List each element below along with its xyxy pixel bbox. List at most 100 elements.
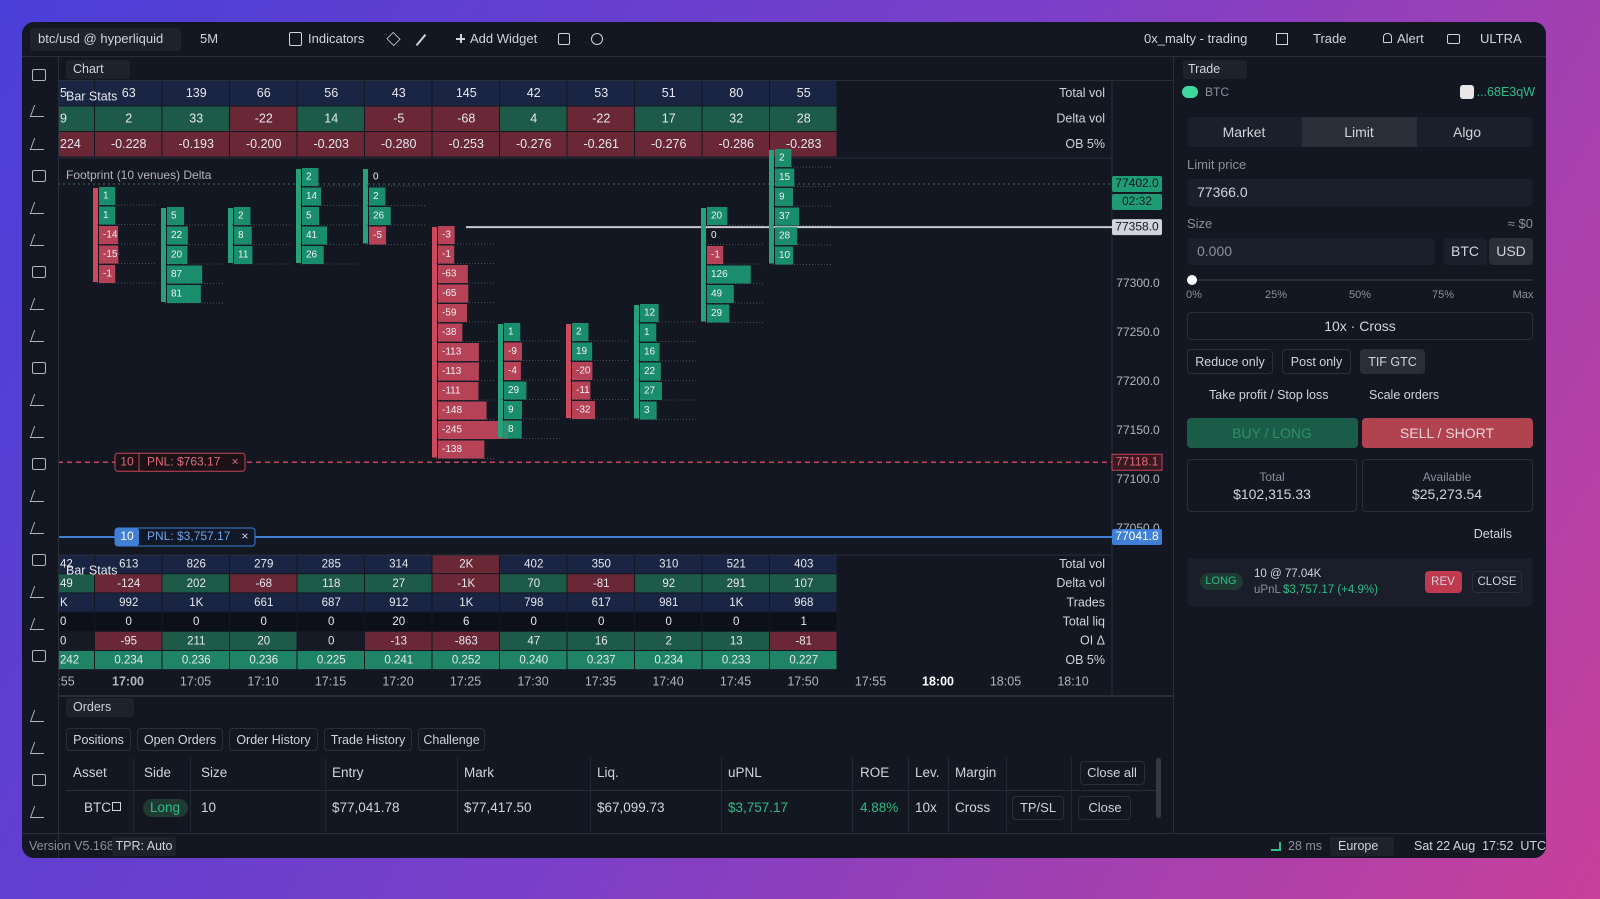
checklist-icon[interactable] xyxy=(558,33,570,45)
trade-menu[interactable]: Trade xyxy=(1313,31,1347,46)
close-chart[interactable] xyxy=(1150,61,1164,77)
orders-subtab-label[interactable]: Challenge xyxy=(423,733,480,747)
stat-value: 0.234 xyxy=(654,655,683,667)
close-label[interactable]: Close xyxy=(1088,800,1122,815)
order-tag-border xyxy=(1111,453,1163,471)
leverage[interactable]: 10x · Cross xyxy=(1324,318,1396,334)
footprint-delta: 2 xyxy=(779,153,785,164)
close-all-button[interactable] xyxy=(1080,761,1145,785)
sell-button[interactable] xyxy=(1362,418,1533,448)
orders-subtab[interactable] xyxy=(229,728,318,751)
account-select[interactable]: 0x_malty - trading xyxy=(1144,31,1248,46)
orders-subtab[interactable] xyxy=(324,728,412,751)
stat-cell xyxy=(230,612,297,631)
close-position-label[interactable]: CLOSE xyxy=(1477,576,1517,588)
stat-value: 0.233 xyxy=(722,655,751,667)
tpsl-button[interactable] xyxy=(1012,796,1064,820)
close-position-button[interactable] xyxy=(1472,571,1522,593)
interval[interactable]: 5M xyxy=(200,31,219,46)
orders-subtab-label[interactable]: Order History xyxy=(236,733,311,747)
buy-label[interactable]: BUY / LONG xyxy=(1232,425,1312,441)
symbol-select[interactable] xyxy=(30,28,181,51)
tpr-badge[interactable] xyxy=(112,837,176,856)
limit-input[interactable] xyxy=(1187,179,1533,206)
option-chip[interactable] xyxy=(1360,349,1425,374)
tool-icon[interactable] xyxy=(32,774,46,786)
tool-icon[interactable] xyxy=(32,458,46,470)
chart-tab-label[interactable]: Chart xyxy=(73,62,104,76)
layout-icon[interactable] xyxy=(1276,33,1288,45)
option-chip[interactable] xyxy=(1187,349,1273,374)
footprint-delta: 1 xyxy=(644,327,650,338)
scale-toggle[interactable]: Scale orders xyxy=(1369,388,1440,402)
stat-value: 981 xyxy=(659,597,678,609)
slider-knob[interactable] xyxy=(1187,275,1197,285)
stat-cell xyxy=(58,81,94,106)
camera-icon[interactable] xyxy=(1447,34,1460,44)
symbol[interactable]: btc/usd @ hyperliquid xyxy=(38,31,164,46)
unit-usd[interactable] xyxy=(1489,238,1533,265)
orders-subtab-label[interactable]: Open Orders xyxy=(143,733,217,747)
plan-menu[interactable]: ULTRA xyxy=(1480,31,1522,46)
stat-value: 0 xyxy=(328,635,334,647)
stat-cell xyxy=(297,106,364,131)
stat-value: 1K xyxy=(189,597,203,609)
option-label[interactable]: TIF GTC xyxy=(1368,355,1417,369)
orders-subtab[interactable] xyxy=(418,728,485,751)
orders-subtab-label[interactable]: Positions xyxy=(73,733,124,747)
close-all-label[interactable]: Close all xyxy=(1087,765,1137,780)
position-size: 10 xyxy=(120,529,134,543)
tpsl-label[interactable]: TP/SL xyxy=(1019,800,1057,815)
settings-icon[interactable] xyxy=(591,33,603,45)
details-link[interactable]: Details xyxy=(1473,527,1512,541)
trade-tab[interactable] xyxy=(1183,60,1247,79)
tpsl-toggle[interactable]: Take profit / Stop loss xyxy=(1209,388,1329,402)
add-widget-button[interactable]: Add Widget xyxy=(470,31,538,46)
unit-label[interactable]: BTC xyxy=(1451,243,1479,259)
wallet: ...68E3qW xyxy=(1476,85,1535,99)
leverage-button[interactable] xyxy=(1187,312,1533,340)
stat-value: 5 xyxy=(60,86,67,100)
tool-icon[interactable] xyxy=(32,69,46,81)
order-type[interactable]: Algo xyxy=(1452,124,1482,140)
option-label[interactable]: Reduce only xyxy=(1195,355,1265,369)
tool-icon[interactable] xyxy=(32,362,46,374)
alert-button[interactable]: Alert xyxy=(1397,31,1424,46)
chart-tab[interactable] xyxy=(66,60,130,79)
stat-cell xyxy=(432,593,499,612)
stat-value: 350 xyxy=(592,559,611,571)
region[interactable]: Europe xyxy=(1338,839,1379,853)
stat-cell xyxy=(230,631,297,650)
order-type[interactable]: Limit xyxy=(1344,124,1374,140)
size-input[interactable] xyxy=(1187,238,1435,265)
orders-subtab[interactable] xyxy=(137,728,223,751)
orders-tab-label[interactable]: Orders xyxy=(73,700,112,714)
order-type[interactable]: Market xyxy=(1222,124,1266,140)
sell-label[interactable]: SELL / SHORT xyxy=(1399,425,1495,441)
tool-icon[interactable] xyxy=(32,170,46,182)
buy-button[interactable] xyxy=(1187,418,1358,448)
unit-btc[interactable] xyxy=(1443,238,1487,265)
stat-cell xyxy=(702,81,769,106)
tool-icon[interactable] xyxy=(32,554,46,566)
close-button[interactable] xyxy=(1078,796,1131,820)
tpr[interactable]: TPR: Auto xyxy=(115,839,173,853)
stat-value: -0.203 xyxy=(314,137,349,151)
option-chip[interactable] xyxy=(1282,349,1351,374)
region-select[interactable] xyxy=(1330,837,1394,856)
rev-button[interactable] xyxy=(1425,571,1462,593)
tool-icon[interactable] xyxy=(32,266,46,278)
orders-subtab-label[interactable]: Trade History xyxy=(330,733,406,747)
tool-icon[interactable] xyxy=(32,650,46,662)
unit-label[interactable]: USD xyxy=(1496,243,1526,259)
indicators-button[interactable]: Indicators xyxy=(308,31,365,46)
stat-value: 107 xyxy=(794,578,813,590)
trade-tab-label[interactable]: Trade xyxy=(1188,62,1221,76)
rev-label[interactable]: REV xyxy=(1431,576,1455,588)
footprint-bar xyxy=(302,187,322,206)
orders-tab[interactable] xyxy=(66,698,134,717)
time-label: 17:55 xyxy=(855,674,886,688)
option-label[interactable]: Post only xyxy=(1290,355,1343,369)
orders-subtab[interactable] xyxy=(66,728,131,751)
